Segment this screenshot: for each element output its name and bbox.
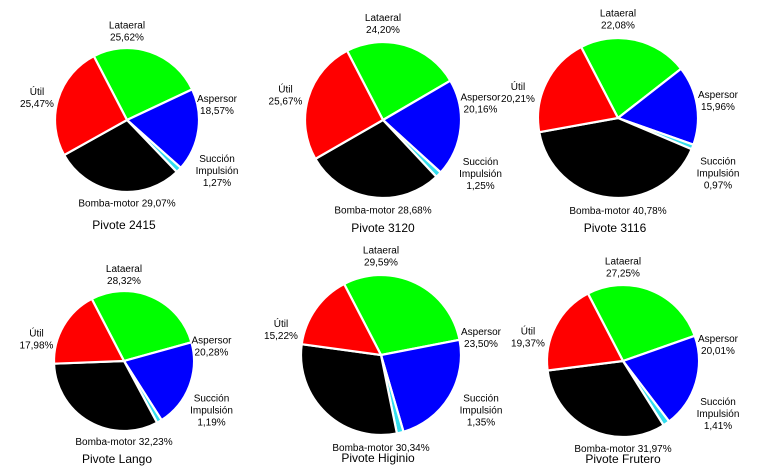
pie-pivote-3120: Lataeral 24,20% Aspersor 20,16% Succión Impul… (269, 13, 502, 235)
pie-pivote-lango: Lataeral 28,32% Aspersor 20,28% Succión Impul… (20, 264, 233, 466)
data-label-util: Útil 20,21% (501, 80, 535, 105)
slice-util (53, 54, 129, 157)
slice-lataeral (586, 283, 697, 363)
pie-pivote-frutero: Lataeral 27,25% Aspersor 20,01% Succión Impul… (511, 256, 739, 466)
slice-util (303, 49, 385, 161)
data-label-succion-impulsion: Succión Impulsión 0,97% (697, 156, 740, 191)
data-label-succion-impulsion: Succión Impulsión 1,25% (459, 157, 502, 192)
slice-aspersor (379, 338, 463, 434)
data-label-lataeral: Lataeral 29,59% (363, 245, 399, 268)
data-label-util: Útil 15,22% (264, 317, 298, 342)
slice-util (52, 297, 126, 365)
data-label-aspersor: Aspersor 20,01% (698, 334, 739, 357)
slice-lataeral (342, 273, 461, 357)
slice-aspersor (381, 79, 463, 175)
data-label-bomba-motor: Bomba-motor 31,97% (574, 444, 671, 455)
data-label-succion-impulsion: Succión Impulsión 1,27% (196, 154, 239, 189)
slice-util (300, 282, 383, 357)
chart-title: Pivote Higinio (341, 451, 415, 465)
slice-lataeral (345, 40, 452, 122)
data-label-util: Útil 25,67% (269, 83, 303, 108)
data-label-aspersor: Aspersor 15,96% (698, 90, 739, 113)
chart-title: Pivote Frutero (585, 452, 661, 466)
slice-bomba-motor (537, 116, 694, 200)
slice-bomba-motor (52, 359, 159, 433)
pie-pivote-3116: Lataeral 22,08% Aspersor 15,96% Succión Impul… (501, 8, 739, 235)
data-label-aspersor: Aspersor 20,28% (191, 336, 232, 359)
chart-title: Pivote Lango (82, 452, 152, 466)
data-label-succion-impulsion: Succión Impulsión 1,19% (190, 394, 233, 429)
slice-bomba-motor (299, 342, 399, 437)
data-label-bomba-motor: Bomba-motor 40,78% (569, 206, 666, 217)
pie-pivote-higinio: Lataeral 29,59% Aspersor 23,50% Succión Impul… (264, 245, 502, 465)
slice-aspersor (125, 87, 201, 170)
data-label-lataeral: Lataeral 27,25% (605, 256, 641, 279)
data-label-bomba-motor: Bomba-motor 30,34% (332, 443, 429, 454)
slice-aspersor (621, 334, 701, 423)
slice-bomba-motor (62, 118, 179, 194)
slice-util (536, 45, 620, 134)
slice-lataeral (90, 289, 193, 363)
chart-title: Pivote 2415 (92, 218, 156, 232)
slice-bomba-motor (546, 359, 666, 439)
slice-aspersor (615, 67, 700, 147)
data-label-aspersor: Aspersor 18,57% (197, 94, 238, 117)
data-label-util: Útil 17,98% (20, 327, 54, 352)
data-label-succion-impulsion: Succión Impulsión 1,35% (460, 393, 503, 428)
data-label-bomba-motor: Bomba-motor 32,23% (75, 437, 172, 448)
data-label-util: Útil 25,47% (20, 85, 54, 110)
data-label-lataeral: Lataeral 24,20% (365, 13, 401, 36)
data-label-bomba-motor: Bomba-motor 29,07% (78, 198, 175, 209)
slice-bomba-motor (313, 118, 438, 200)
data-label-lataeral: Lataeral 22,08% (600, 8, 636, 31)
data-label-aspersor: Aspersor 23,50% (461, 327, 502, 350)
chart-title: Pivote 3120 (351, 221, 415, 235)
data-label-util: Útil 19,37% (511, 324, 545, 349)
data-label-bomba-motor: Bomba-motor 28,68% (334, 206, 431, 217)
pie-pivote-2415: Lataeral 25,62% Aspersor 18,57% Succión Impul… (20, 21, 238, 232)
slice-lataeral (579, 36, 683, 120)
slice-aspersor (122, 340, 196, 422)
data-label-aspersor: Aspersor 20,16% (460, 93, 501, 116)
chart-title: Pivote 3116 (584, 221, 647, 235)
data-label-succion-impulsion: Succión Impulsión 1,41% (697, 397, 740, 432)
slice-util (545, 292, 625, 372)
data-label-lataeral: Lataeral 28,32% (106, 264, 142, 287)
data-label-lataeral: Lataeral 25,62% (109, 21, 145, 44)
